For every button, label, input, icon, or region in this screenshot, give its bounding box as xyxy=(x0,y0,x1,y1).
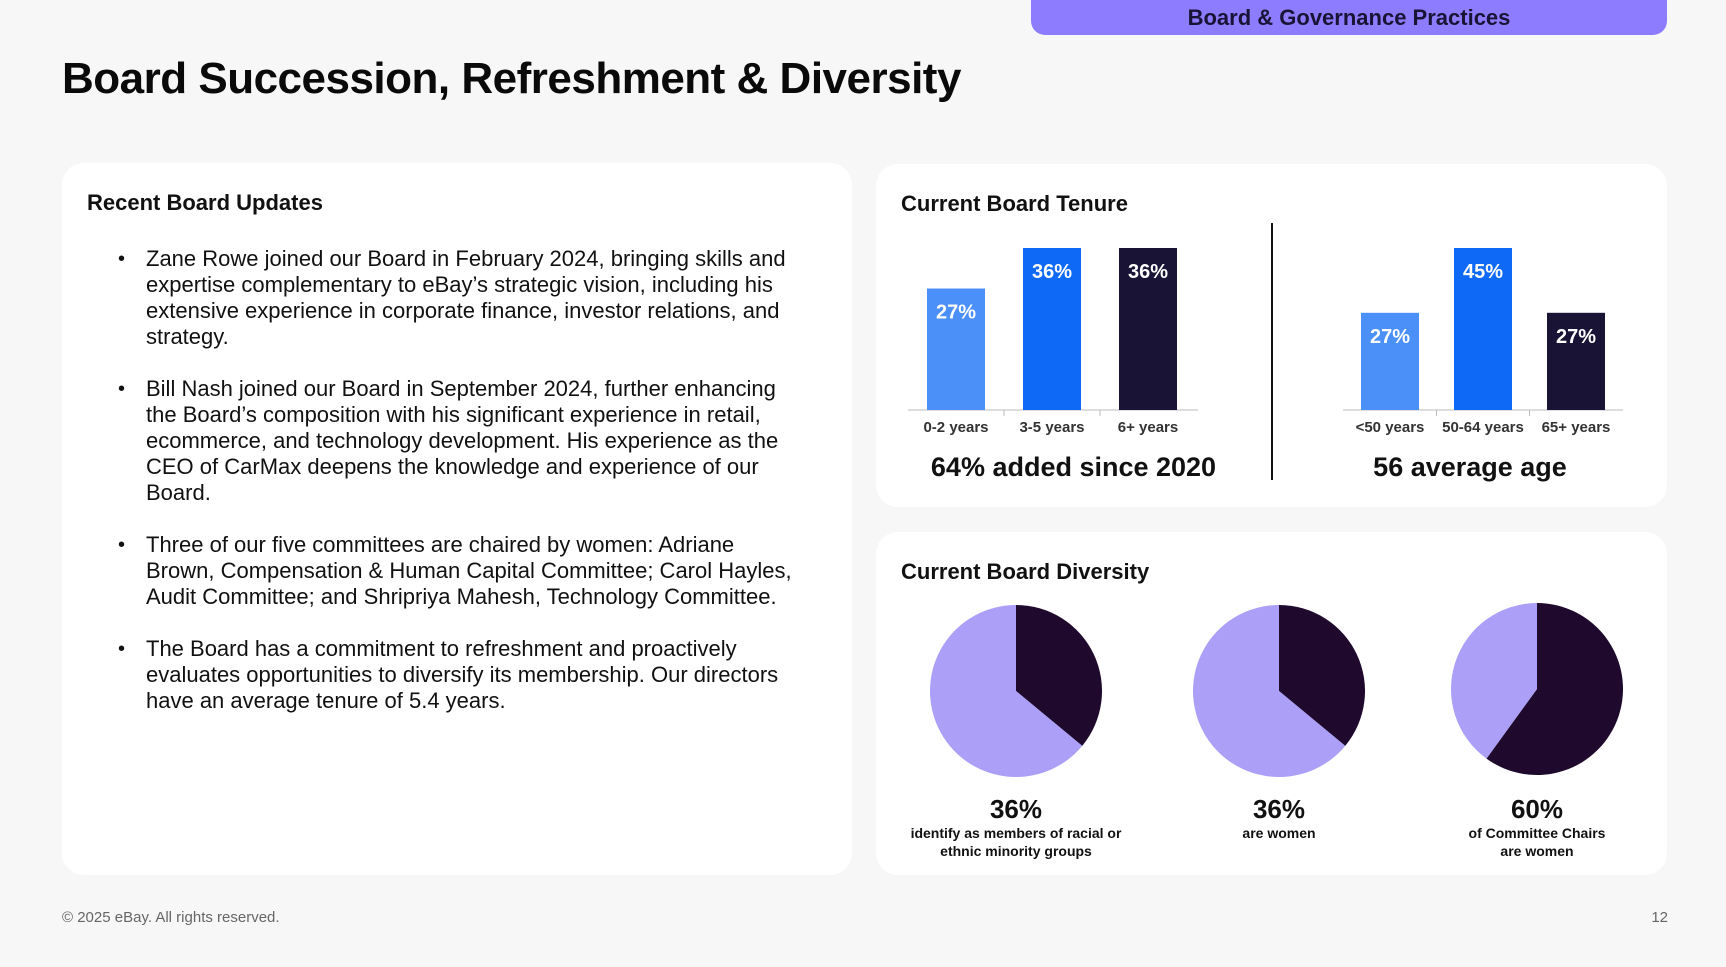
minority-label: 36% identify as members of racial or eth… xyxy=(896,794,1136,860)
age-stat: 56 average age xyxy=(1373,452,1567,482)
bar xyxy=(1547,312,1605,410)
page-number: 12 xyxy=(1651,909,1668,926)
x-tick-label: 65+ years xyxy=(1542,419,1611,436)
pie-slice xyxy=(1016,605,1102,746)
tenure-bar-chart: 27% 0-2 years 36% 3-5 years 36% 6+ years xyxy=(908,248,1198,436)
bar-value-label: 45% xyxy=(1463,261,1503,283)
diversity-heading: Current Board Diversity xyxy=(901,559,1150,584)
update-item: Zane Rowe joined our Board in February 2… xyxy=(102,246,802,350)
x-tick-label: 50-64 years xyxy=(1442,419,1524,436)
bar-value-label: 27% xyxy=(1556,326,1596,348)
board-tenure-card: Current Board Tenure 27% 0-2 years 36% 3-5 … xyxy=(876,164,1667,507)
committee-chairs-desc-line: are women xyxy=(1500,843,1574,859)
committee-chairs-label: 60% of Committee Chairs are women xyxy=(1417,794,1657,860)
minority-desc-line: identify as members of racial or xyxy=(910,825,1122,841)
committee-chairs-pie-chart xyxy=(1451,603,1623,775)
committee-chairs-percent: 60% xyxy=(1510,794,1564,824)
recent-updates-card: Recent Board Updates Zane Rowe joined ou… xyxy=(62,163,852,875)
tenure-stat: 64% added since 2020 xyxy=(930,452,1217,482)
bar xyxy=(1119,248,1177,410)
women-percent: 36% xyxy=(1252,794,1306,824)
update-item: Three of our five committees are chaired… xyxy=(102,532,802,610)
minority-percent: 36% xyxy=(989,794,1043,824)
tenure-heading: Current Board Tenure xyxy=(901,191,1128,216)
x-tick-label: 0-2 years xyxy=(923,419,988,436)
board-diversity-card: Current Board Diversity 36% identify as … xyxy=(876,532,1667,875)
age-bar-chart: 27% <50 years 45% 50-64 years 27% 65+ years xyxy=(1343,248,1623,436)
x-tick-label: <50 years xyxy=(1356,419,1425,436)
bar xyxy=(1023,248,1081,410)
update-item: The Board has a commitment to refreshmen… xyxy=(102,636,802,714)
updates-list: Zane Rowe joined our Board in February 2… xyxy=(102,246,802,740)
bar-value-label: 36% xyxy=(1128,261,1168,283)
women-pie-chart xyxy=(1193,605,1365,777)
section-tab: Board & Governance Practices xyxy=(1031,0,1667,35)
committee-chairs-desc-line: of Committee Chairs xyxy=(1468,825,1606,841)
recent-updates-heading: Recent Board Updates xyxy=(87,190,323,215)
bar xyxy=(1454,248,1512,410)
bar-value-label: 27% xyxy=(1370,326,1410,348)
pie-slice xyxy=(1193,605,1346,777)
chart-divider xyxy=(1271,223,1273,480)
pie-slice xyxy=(930,605,1083,777)
x-tick-label: 3-5 years xyxy=(1019,419,1084,436)
bar-value-label: 36% xyxy=(1032,261,1072,283)
women-desc-line: are women xyxy=(1242,825,1316,841)
minority-pie-chart xyxy=(930,605,1102,777)
pie-slice xyxy=(1279,605,1365,746)
footer-copyright: © 2025 eBay. All rights reserved. xyxy=(62,909,280,926)
bar xyxy=(927,288,985,410)
bar xyxy=(1361,312,1419,410)
minority-desc-line: ethnic minority groups xyxy=(940,843,1092,859)
women-label: 36% are women xyxy=(1159,794,1399,842)
pie-slice xyxy=(1486,603,1623,775)
update-item: Bill Nash joined our Board in September … xyxy=(102,376,802,506)
x-tick-label: 6+ years xyxy=(1118,419,1178,436)
pie-slice xyxy=(1451,603,1537,759)
bar-value-label: 27% xyxy=(936,302,976,324)
page-title: Board Succession, Refreshment & Diversit… xyxy=(62,54,961,103)
